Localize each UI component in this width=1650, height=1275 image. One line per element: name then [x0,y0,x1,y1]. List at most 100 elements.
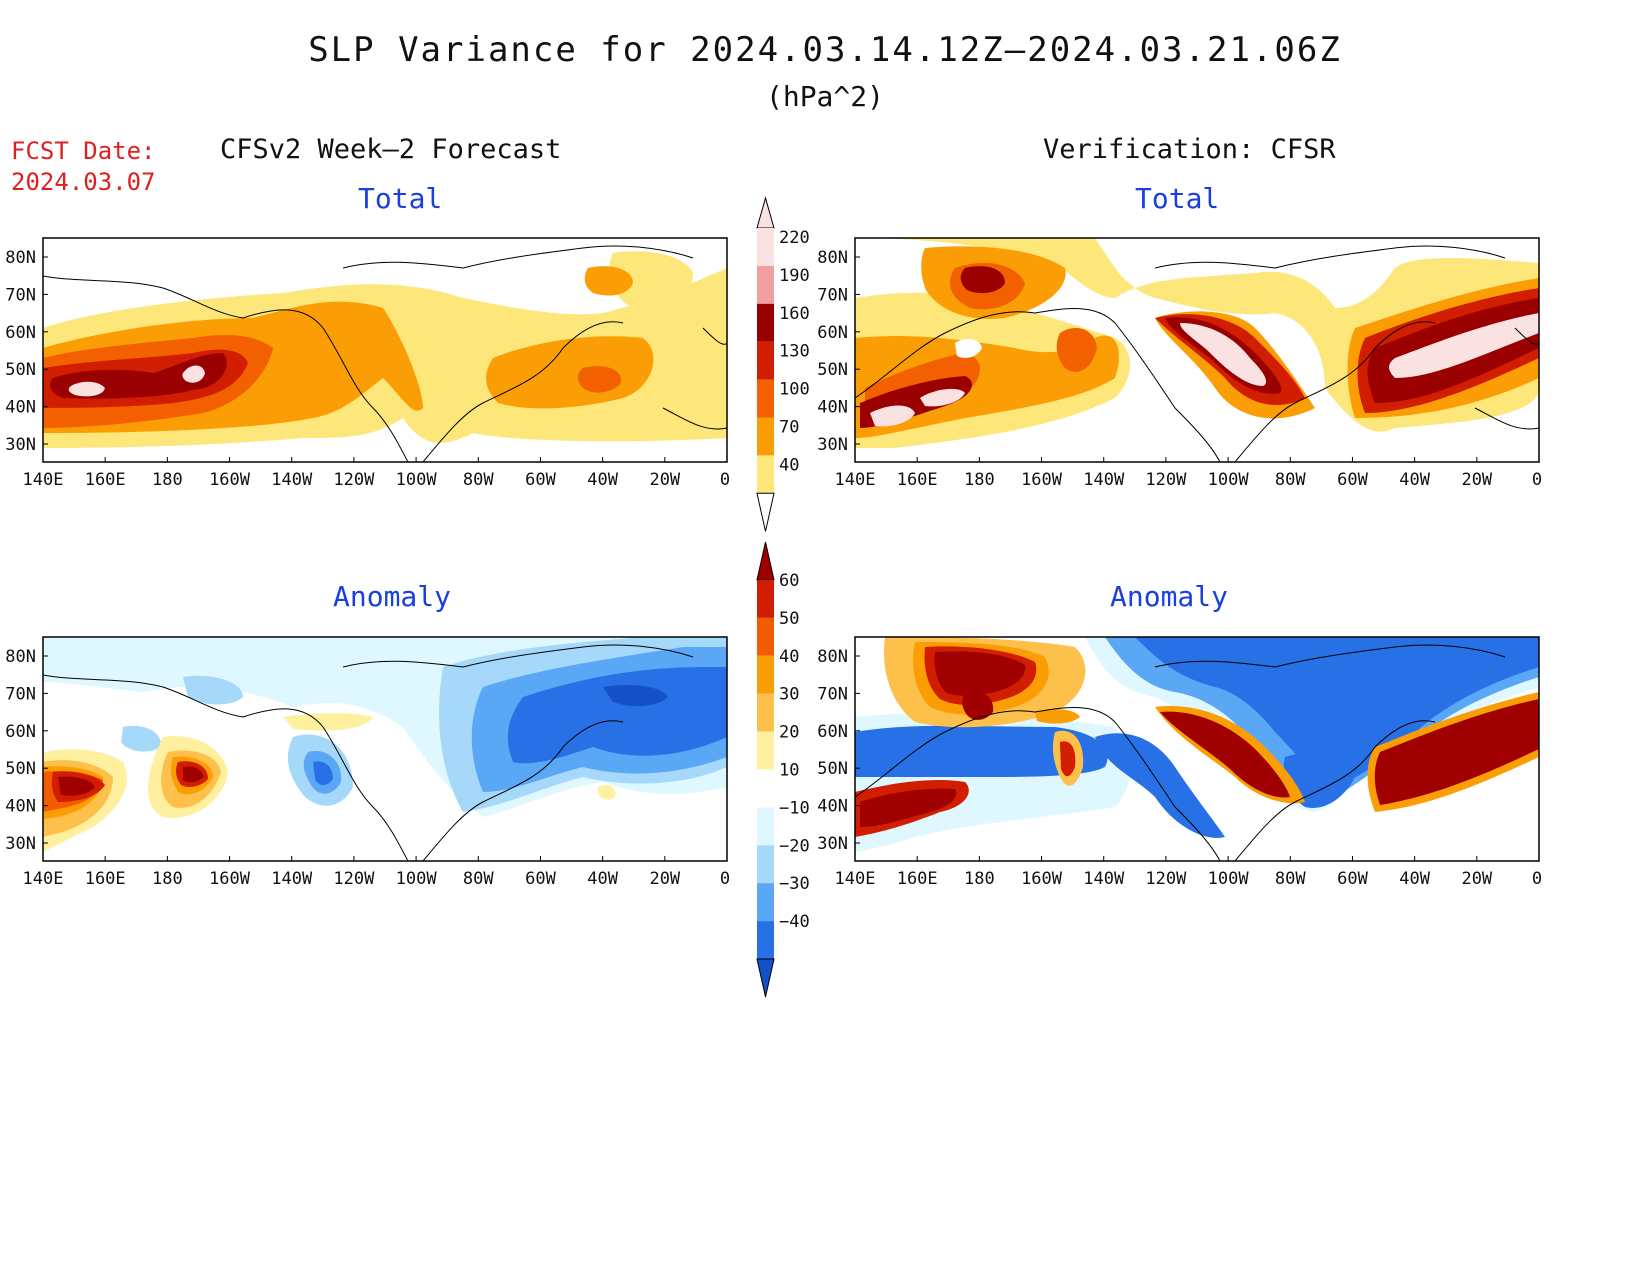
verification-anomaly-title: Anomaly [1110,580,1229,613]
y-tick-label: 60N [817,722,848,742]
forecast-anomaly-title: Anomaly [333,580,452,613]
colorbar-anomaly-swatch [757,883,774,922]
forecast-anomaly-map [43,637,727,861]
colorbar-anomaly-label: 40 [779,647,799,667]
x-tick-label: 180 [964,869,995,889]
y-tick-label: 80N [817,248,848,268]
x-tick-label: 140E [835,869,876,889]
colorbar-anomaly-label: 50 [779,609,799,629]
x-tick-label: 80W [463,869,494,889]
y-tick-label: 30N [817,435,848,455]
colorbar-anomaly-label: 10 [779,761,799,781]
x-tick-label: 120W [1145,869,1187,889]
x-tick-label: 140E [835,470,876,490]
colorbar-total-top-cap [756,196,775,229]
y-tick-label: 30N [817,834,848,854]
y-tick-label: 50N [817,360,848,380]
x-tick-label: 100W [396,869,438,889]
colorbar-anomaly-swatch [757,655,774,694]
x-tick-label: 160E [85,869,126,889]
colorbar-anomaly-label: 30 [779,685,799,705]
forecast-total-title: Total [358,182,443,215]
colorbar-total-swatch [757,417,774,456]
y-tick-label: 60N [5,323,36,343]
colorbar-anomaly-top-cap [756,541,775,581]
colorbar-anomaly-swatch [757,617,774,656]
colorbar-anomaly-swatch [757,845,774,884]
x-tick-label: 160W [209,869,251,889]
colorbar-anomaly-swatch [757,731,774,770]
x-tick-label: 180 [152,470,183,490]
x-tick-label: 40W [587,869,618,889]
y-tick-label: 30N [5,834,36,854]
x-tick-label: 160W [1021,869,1063,889]
x-tick-label: 60W [525,470,556,490]
y-tick-label: 80N [817,647,848,667]
colorbar-total-label: 70 [779,418,799,438]
x-tick-label: 120W [1145,470,1187,490]
y-tick-label: 40N [817,797,848,817]
colorbar-anomaly-swatch [757,769,774,808]
colorbar-anomaly-swatch [757,580,774,618]
x-tick-label: 140E [23,470,64,490]
verification-column-title: Verification: CFSR [1043,134,1336,165]
x-tick-label: 20W [1461,869,1492,889]
colorbar-total-label: 220 [779,228,810,248]
x-tick-label: 140W [271,869,313,889]
x-tick-label: 40W [1399,869,1430,889]
x-tick-label: 20W [649,869,680,889]
x-tick-label: 0 [1532,470,1542,490]
colorbar-total-bottom-cap [756,492,775,532]
axes-layer: 140E 160E 180 160W 140W 120W 100W 80W 60W 40W 20W 0… [5,248,1542,889]
forecast-total-map [43,238,727,462]
colorbar-total-swatch [757,303,774,342]
colorbar-total-swatch [757,379,774,418]
x-tick-label: 100W [396,470,438,490]
colorbar-total-label: 160 [779,304,810,324]
x-tick-label: 160W [1021,470,1063,490]
colorbar-total: 220 190 160 130 100 70 40 [756,196,810,532]
y-tick-label: 50N [5,360,36,380]
units-label: (hPa^2) [765,80,884,113]
x-tick-label: 160E [897,869,938,889]
colorbar-anomaly: 60 50 40 30 20 10 −10 −20 −30 −40 [756,541,810,998]
x-tick-label: 0 [1532,869,1542,889]
x-tick-label: 140E [23,869,64,889]
x-tick-label: 160E [85,470,126,490]
y-tick-label: 40N [5,398,36,418]
x-tick-label: 60W [1337,470,1368,490]
forecast-date-label: FCST Date: 2024.03.07 [11,136,156,198]
colorbar-anomaly-label: −20 [779,836,810,856]
x-tick-label: 140W [1083,470,1125,490]
colorbar-total-swatch [757,341,774,380]
y-tick-label: 80N [5,248,36,268]
x-tick-label: 20W [1461,470,1492,490]
colorbar-total-label: 190 [779,266,810,286]
x-tick-label: 60W [525,869,556,889]
x-tick-label: 160E [897,470,938,490]
x-tick-label: 40W [587,470,618,490]
forecast-date-caption: FCST Date: [11,137,156,165]
y-tick-label: 70N [5,285,36,305]
colorbar-total-swatch [757,455,774,494]
y-tick-label: 80N [5,647,36,667]
y-tick-label: 70N [817,684,848,704]
colorbar-anomaly-label: −30 [779,874,810,894]
panel-frames [42,237,1540,862]
y-tick-label: 50N [5,759,36,779]
x-tick-label: 120W [333,869,375,889]
x-tick-label: 120W [333,470,375,490]
forecast-column-title: CFSv2 Week–2 Forecast [220,134,562,165]
colorbar-anomaly-bottom-cap [756,958,775,998]
y-tick-label: 30N [5,435,36,455]
y-tick-label: 60N [5,722,36,742]
x-tick-label: 80W [463,470,494,490]
x-tick-label: 0 [720,869,730,889]
colorbar-anomaly-label: −40 [779,912,810,932]
x-tick-label: 20W [649,470,680,490]
figure-title: SLP Variance for 2024.03.14.12Z–2024.03.… [308,30,1342,70]
colorbar-anomaly-label: −10 [779,798,810,818]
x-tick-label: 180 [152,869,183,889]
x-tick-label: 80W [1275,470,1306,490]
